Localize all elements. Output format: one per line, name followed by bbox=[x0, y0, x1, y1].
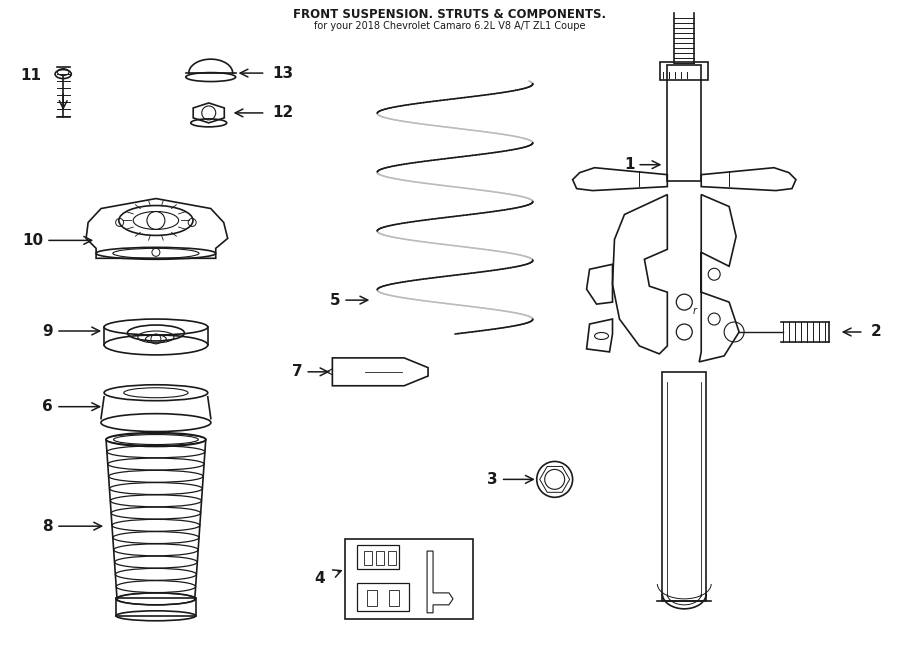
Text: 6: 6 bbox=[42, 399, 100, 414]
Text: 11: 11 bbox=[21, 68, 41, 83]
Bar bbox=[116, 598, 196, 616]
Text: 7: 7 bbox=[292, 364, 328, 379]
Text: FRONT SUSPENSION. STRUTS & COMPONENTS.: FRONT SUSPENSION. STRUTS & COMPONENTS. bbox=[293, 9, 607, 21]
Text: 9: 9 bbox=[42, 324, 100, 338]
Bar bbox=[667, 65, 701, 181]
Text: 2: 2 bbox=[870, 324, 881, 340]
Text: 1: 1 bbox=[624, 157, 660, 172]
Bar bbox=[346, 539, 472, 619]
Text: 4: 4 bbox=[315, 571, 326, 587]
Bar bbox=[661, 62, 708, 80]
Text: 3: 3 bbox=[487, 472, 533, 487]
Bar bbox=[388, 551, 396, 565]
Bar bbox=[357, 545, 400, 569]
Bar bbox=[367, 590, 377, 606]
Bar bbox=[376, 551, 384, 565]
Text: for your 2018 Chevrolet Camaro 6.2L V8 A/T ZL1 Coupe: for your 2018 Chevrolet Camaro 6.2L V8 A… bbox=[314, 21, 586, 31]
Text: 8: 8 bbox=[42, 519, 102, 534]
Text: 13: 13 bbox=[273, 66, 293, 81]
Bar bbox=[662, 372, 706, 601]
Text: 12: 12 bbox=[273, 105, 293, 120]
Text: 5: 5 bbox=[329, 293, 368, 308]
Text: r: r bbox=[692, 306, 697, 316]
Bar bbox=[364, 551, 373, 565]
Bar bbox=[389, 590, 400, 606]
Bar bbox=[357, 583, 410, 611]
Text: 10: 10 bbox=[22, 233, 92, 248]
